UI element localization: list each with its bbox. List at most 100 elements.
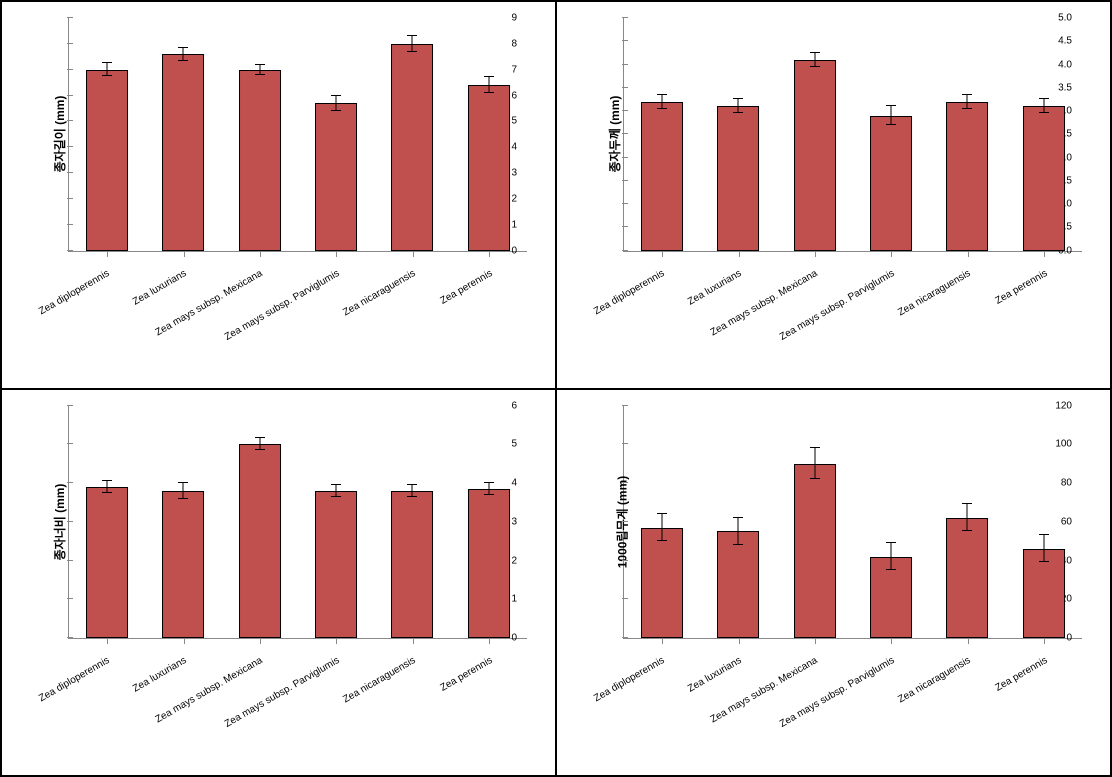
x-tick xyxy=(489,251,490,257)
y-axis-label: 종자길이 (mm) xyxy=(51,96,68,173)
bar-slot xyxy=(777,406,853,639)
error-cap xyxy=(407,496,417,497)
x-tick xyxy=(413,638,414,644)
error-bar xyxy=(412,36,413,52)
error-bar xyxy=(1043,535,1044,562)
x-axis-label: Zea perennis xyxy=(993,655,1049,694)
x-axis-label: Zea perennis xyxy=(438,268,494,307)
error-bar xyxy=(662,514,663,541)
panel-length: 종자길이 (mm)0123456789Zea diploperennisZea … xyxy=(1,1,556,389)
error-cap xyxy=(331,95,341,96)
error-bar xyxy=(488,77,489,93)
bar xyxy=(947,518,989,638)
chart-weight: 1000립무게 (mm)020406080100120Zea diplopere… xyxy=(565,400,1102,768)
x-axis-label: Zea diploperennis xyxy=(592,655,666,704)
error-bar xyxy=(891,543,892,570)
plot-region: 종자길이 (mm)0123456789 xyxy=(68,18,527,252)
x-axis-label: Zea luxurians xyxy=(686,655,743,695)
bar xyxy=(239,70,281,251)
error-cap xyxy=(733,544,743,545)
error-bar xyxy=(891,106,892,125)
bars-container xyxy=(69,18,527,251)
bar-slot xyxy=(374,18,450,251)
error-cap xyxy=(484,92,494,93)
bar xyxy=(86,70,128,251)
error-cap xyxy=(886,542,896,543)
panel-width: 종자너비 (mm)0123456Zea diploperennisZea lux… xyxy=(1,389,556,777)
error-cap xyxy=(102,75,112,76)
bar-slot xyxy=(145,18,221,251)
error-cap xyxy=(1039,112,1049,113)
bar-slot xyxy=(222,406,298,639)
error-cap xyxy=(178,498,188,499)
error-cap xyxy=(331,496,341,497)
error-cap xyxy=(407,35,417,36)
bar xyxy=(163,54,205,250)
bar xyxy=(947,102,989,251)
x-tick xyxy=(184,251,185,257)
error-cap xyxy=(255,437,265,438)
bars-container xyxy=(69,406,527,639)
error-cap xyxy=(178,60,188,61)
bar-slot xyxy=(222,18,298,251)
x-tick xyxy=(260,251,261,257)
x-axis-label: Zea diploperennis xyxy=(37,655,111,704)
bar-slot xyxy=(624,406,700,639)
x-axis-label: Zea diploperennis xyxy=(592,268,666,317)
error-cap xyxy=(886,105,896,106)
figure-grid: 종자길이 (mm)0123456789Zea diploperennisZea … xyxy=(0,0,1112,777)
error-cap xyxy=(178,47,188,48)
error-cap xyxy=(484,482,494,483)
bar-slot xyxy=(624,18,700,251)
x-tick xyxy=(739,638,740,644)
x-tick xyxy=(739,251,740,257)
error-cap xyxy=(484,494,494,495)
x-tick xyxy=(107,638,108,644)
bar xyxy=(468,489,510,638)
bars-container xyxy=(624,18,1082,251)
x-ticks xyxy=(69,251,527,257)
error-cap xyxy=(255,64,265,65)
error-bar xyxy=(967,95,968,109)
error-cap xyxy=(255,449,265,450)
x-tick xyxy=(413,251,414,257)
plot-region: 종자두께 (mm)0.00.51.01.52.02.53.03.54.04.55… xyxy=(623,18,1082,252)
x-tick xyxy=(260,638,261,644)
bar xyxy=(641,102,683,251)
x-tick xyxy=(336,638,337,644)
error-cap xyxy=(1039,534,1049,535)
bar-slot xyxy=(1006,18,1082,251)
error-cap xyxy=(407,51,417,52)
x-tick xyxy=(489,638,490,644)
x-ticks xyxy=(69,638,527,644)
bar xyxy=(392,44,434,251)
x-axis-label: Zea luxurians xyxy=(686,268,743,308)
x-tick xyxy=(662,251,663,257)
x-tick xyxy=(1044,251,1045,257)
error-bar xyxy=(967,504,968,531)
y-axis-label: 종자너비 (mm) xyxy=(51,483,68,560)
x-labels: Zea diploperennisZea luxuriansZea mays s… xyxy=(68,647,527,767)
error-bar xyxy=(738,518,739,545)
bar xyxy=(1023,106,1065,250)
x-tick xyxy=(107,251,108,257)
error-cap xyxy=(102,492,112,493)
bar xyxy=(392,491,434,638)
panel-thickness: 종자두께 (mm)0.00.51.01.52.02.53.03.54.04.55… xyxy=(556,1,1111,389)
error-cap xyxy=(331,484,341,485)
plot-region: 종자너비 (mm)0123456 xyxy=(68,406,527,640)
bar-slot xyxy=(853,406,929,639)
bar xyxy=(641,528,683,638)
chart-thickness: 종자두께 (mm)0.00.51.01.52.02.53.03.54.04.55… xyxy=(565,12,1102,380)
error-cap xyxy=(407,484,417,485)
error-cap xyxy=(102,480,112,481)
error-cap xyxy=(657,513,667,514)
error-bar xyxy=(814,448,815,479)
bar xyxy=(86,487,128,638)
bar-slot xyxy=(145,406,221,639)
bar xyxy=(870,116,912,251)
bar xyxy=(468,85,510,250)
x-tick xyxy=(891,251,892,257)
x-axis-label: Zea nicaraguensis xyxy=(341,268,417,318)
x-axis-label: Zea perennis xyxy=(438,655,494,694)
